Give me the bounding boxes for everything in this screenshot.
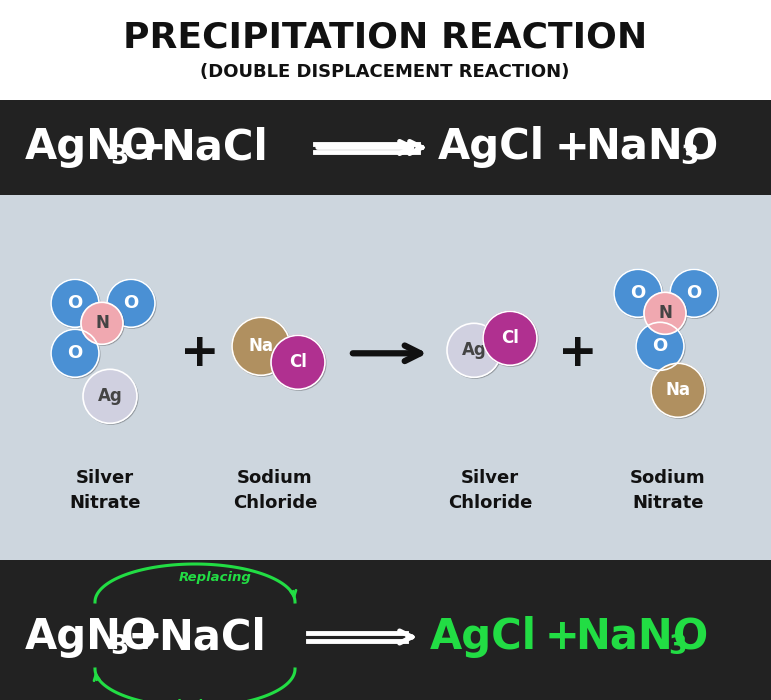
Text: NaNO: NaNO [575, 616, 709, 658]
Circle shape [52, 330, 100, 378]
Bar [0, 560, 771, 700]
Text: Replacing: Replacing [149, 699, 221, 700]
Text: N: N [95, 314, 109, 332]
Text: +: + [132, 127, 167, 169]
Text: Na: Na [665, 382, 691, 399]
Bar [0, 0, 771, 100]
Circle shape [83, 370, 137, 424]
Text: O: O [67, 294, 82, 312]
Text: Silver
Chloride: Silver Chloride [448, 469, 532, 512]
Circle shape [51, 329, 99, 377]
Circle shape [233, 318, 291, 377]
Text: Replacing: Replacing [179, 570, 251, 584]
Circle shape [232, 317, 290, 375]
Circle shape [108, 280, 156, 328]
Circle shape [484, 312, 538, 366]
Circle shape [651, 363, 705, 417]
Circle shape [614, 270, 662, 317]
Text: (DOUBLE DISPLACEMENT REACTION): (DOUBLE DISPLACEMENT REACTION) [200, 63, 570, 81]
Text: Ag: Ag [462, 342, 487, 359]
Text: N: N [658, 304, 672, 322]
Circle shape [51, 279, 99, 328]
Circle shape [52, 280, 100, 328]
Text: Cl: Cl [501, 329, 519, 347]
Circle shape [448, 324, 502, 378]
Text: PRECIPITATION REACTION: PRECIPITATION REACTION [123, 21, 647, 55]
Circle shape [645, 293, 687, 335]
Text: AgNO: AgNO [25, 127, 157, 169]
Text: Ag: Ag [98, 387, 123, 405]
Circle shape [82, 303, 124, 345]
Text: Cl: Cl [289, 354, 307, 371]
Text: +: + [545, 616, 580, 658]
Bar [0, 195, 771, 560]
Circle shape [447, 323, 501, 377]
Text: O: O [652, 337, 668, 356]
Circle shape [272, 336, 326, 391]
Text: AgNO: AgNO [25, 616, 157, 658]
Text: NaCl: NaCl [160, 127, 268, 169]
Text: 3: 3 [680, 144, 699, 171]
Text: NaCl: NaCl [158, 616, 266, 658]
Circle shape [615, 270, 663, 318]
Circle shape [107, 279, 155, 328]
Circle shape [483, 312, 537, 365]
Text: +: + [558, 331, 598, 376]
Circle shape [81, 302, 123, 344]
Circle shape [670, 270, 718, 317]
Text: O: O [67, 344, 82, 363]
Text: Na: Na [248, 337, 274, 356]
Text: 3: 3 [110, 634, 129, 660]
Circle shape [636, 322, 684, 370]
Text: AgCl: AgCl [430, 616, 537, 658]
Text: +: + [555, 127, 590, 169]
Text: 3: 3 [110, 144, 129, 171]
Circle shape [271, 335, 325, 389]
Text: Sodium
Nitrate: Sodium Nitrate [630, 469, 705, 512]
Text: 3: 3 [668, 634, 686, 660]
Circle shape [652, 364, 706, 419]
Text: O: O [631, 284, 645, 302]
Text: +: + [180, 331, 220, 376]
Text: Silver
Nitrate: Silver Nitrate [69, 469, 141, 512]
Text: NaNO: NaNO [585, 127, 719, 169]
Text: +: + [128, 616, 163, 658]
Text: AgCl: AgCl [438, 127, 545, 169]
Circle shape [84, 370, 138, 424]
Text: O: O [123, 294, 139, 312]
Bar [0, 100, 771, 195]
Circle shape [644, 293, 686, 335]
Text: O: O [686, 284, 702, 302]
Circle shape [637, 323, 685, 371]
Circle shape [671, 270, 719, 318]
Text: Sodium
Chloride: Sodium Chloride [233, 469, 317, 512]
